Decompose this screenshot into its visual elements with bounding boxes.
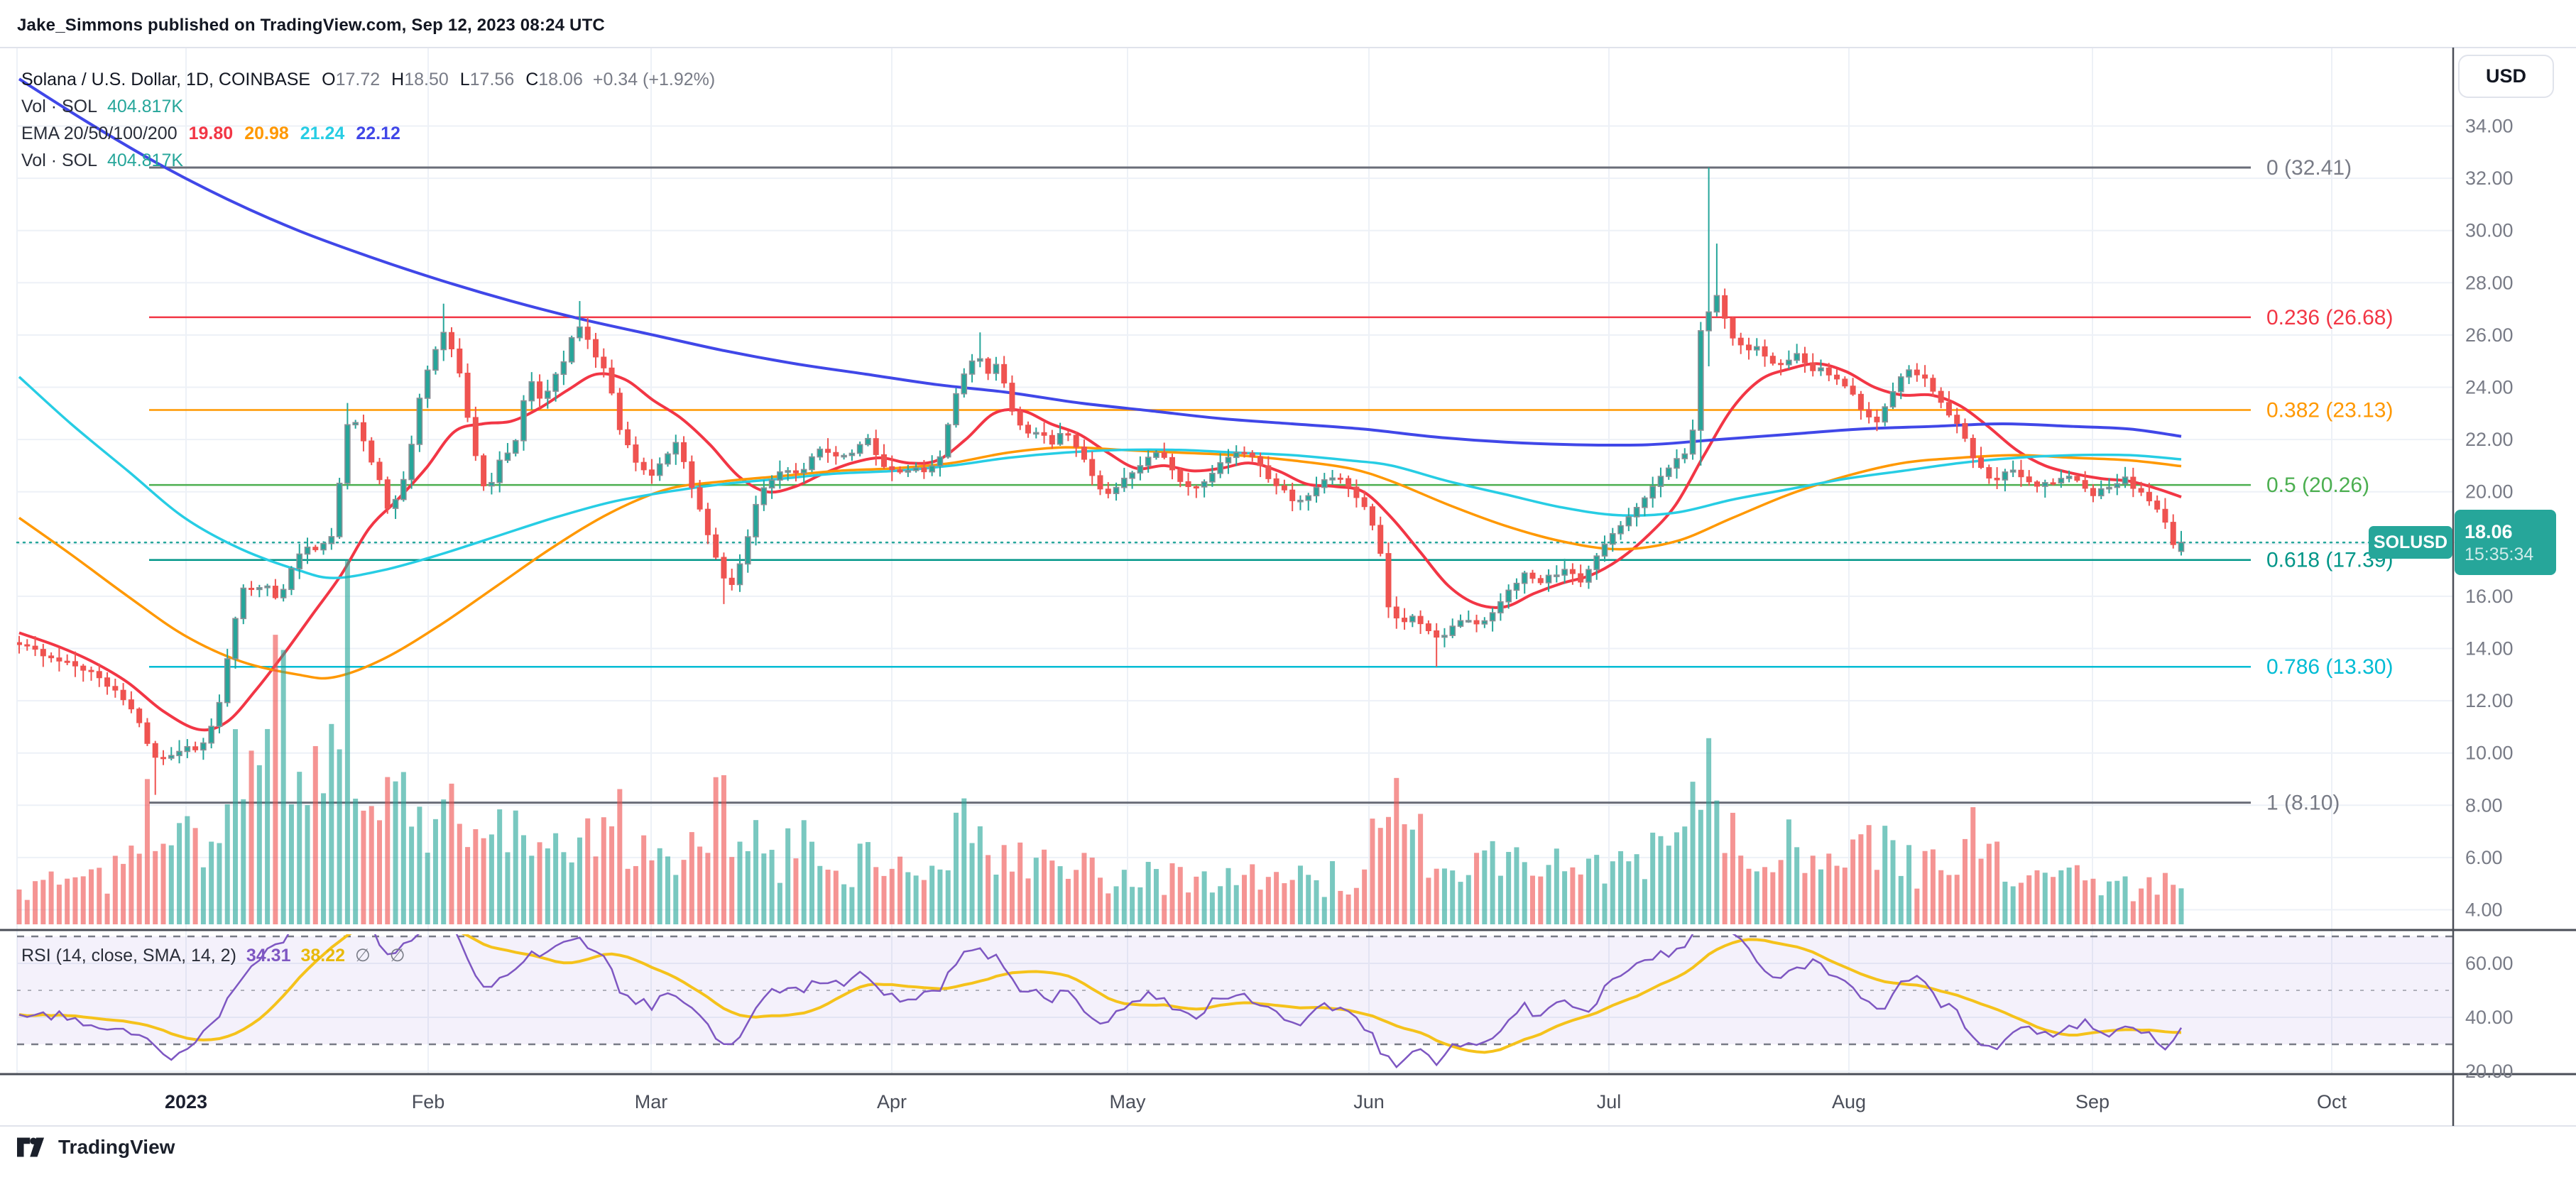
rsi-band xyxy=(17,935,2453,1046)
tradingview-logo-icon xyxy=(17,1137,45,1157)
rsi-sma-value: 38.22 xyxy=(300,945,346,966)
ema-legend-row[interactable]: EMA 20/50/100/200 19.80 20.98 21.24 22.12 xyxy=(21,122,400,145)
ema-value-100: 21.24 xyxy=(300,123,345,143)
ema-label: EMA 20/50/100/200 xyxy=(21,123,178,143)
rsi-legend-row[interactable]: RSI (14, close, SMA, 14, 2) 34.31 38.22 … xyxy=(21,944,413,967)
ema100-line xyxy=(18,376,2182,579)
fib-label: 0.382 (23.13) xyxy=(2266,399,2393,422)
month-label: Apr xyxy=(877,1091,907,1112)
rsi-tick-label: 40.00 xyxy=(2465,1007,2514,1028)
volume-legend-row[interactable]: Vol · SOL 404.817K xyxy=(21,95,183,118)
rsi-tick-label: 20.00 xyxy=(2465,1061,2514,1082)
fib-retracement-lines[interactable] xyxy=(149,166,2251,804)
price-tick-label: 32.00 xyxy=(2465,168,2514,189)
symbol-legend-row[interactable]: Solana / U.S. Dollar, 1D, COINBASE O17.7… xyxy=(21,68,715,91)
price-tick-label: 28.00 xyxy=(2465,272,2514,293)
month-label: 2023 xyxy=(165,1091,207,1112)
last-price-axis-tag: 18.06 15:35:34 xyxy=(2455,510,2556,576)
change-value: +0.34 (+1.92%) xyxy=(592,69,716,89)
symbol-price-pill: SOLUSD xyxy=(2369,526,2452,559)
price-tick-label: 34.00 xyxy=(2465,115,2514,136)
month-label: May xyxy=(1109,1091,1146,1112)
month-label: Feb xyxy=(412,1091,445,1112)
rsi-label: RSI (14, close, SMA, 14, 2) xyxy=(21,945,236,966)
fib-label: 0 (32.41) xyxy=(2266,156,2352,180)
ema-value-200: 22.12 xyxy=(356,123,400,143)
bar-countdown: 15:35:34 xyxy=(2465,545,2534,565)
price-tick-label: 14.00 xyxy=(2465,638,2514,659)
price-tick-label: 24.00 xyxy=(2465,376,2514,398)
ema200-line xyxy=(18,77,2182,447)
tradingview-logo[interactable]: TradingView xyxy=(17,1136,175,1159)
time-axis[interactable]: 2023 Feb Mar Apr May Jun Jul Aug Sep Oct xyxy=(165,1091,2347,1112)
symbol-title: Solana / U.S. Dollar, 1D, COINBASE xyxy=(21,69,311,89)
currency-toggle-button[interactable]: USD xyxy=(2458,55,2554,98)
ema-lines xyxy=(18,77,2182,732)
fib-labels: 0 (32.41) 0.236 (26.68) 0.382 (23.13) 0.5 (… xyxy=(2266,156,2393,815)
ohlc-letter: H xyxy=(391,69,405,89)
price-tick-label: 26.00 xyxy=(2465,324,2514,346)
price-tick-label: 22.00 xyxy=(2465,429,2514,450)
price-tick-label: 4.00 xyxy=(2465,899,2503,920)
pane-separators xyxy=(0,47,2576,1127)
ohlc-value: 17.72 xyxy=(335,69,381,89)
ema-values: 19.80 20.98 21.24 22.12 xyxy=(178,124,400,144)
volume2-legend-row[interactable]: Vol · SOL 404.817K xyxy=(21,149,183,172)
ohlc-letter: C xyxy=(525,69,539,89)
rsi-tick-label: 60.00 xyxy=(2465,953,2514,974)
volume-label: Vol · SOL xyxy=(21,96,97,116)
month-label: Sep xyxy=(2075,1091,2110,1112)
price-tick-label: 20.00 xyxy=(2465,481,2514,503)
fib-label: 0.236 (26.68) xyxy=(2266,306,2393,329)
ohlc-letter: L xyxy=(459,69,470,89)
last-price-value: 18.06 xyxy=(2465,521,2513,543)
volume-bars xyxy=(16,559,2184,924)
fib-label: 1 (8.10) xyxy=(2266,792,2340,815)
month-label: Oct xyxy=(2317,1091,2347,1112)
empty-set-icons: ∅ ∅ xyxy=(355,946,413,966)
ema-value-50: 20.98 xyxy=(244,123,289,143)
ohlc-value: 17.56 xyxy=(469,69,515,89)
volume-value: 404.817K xyxy=(107,96,184,116)
volume2-label: Vol · SOL xyxy=(21,150,97,170)
price-tick-label: 16.00 xyxy=(2465,586,2514,607)
rsi-sma-line xyxy=(18,934,2182,1054)
price-axis[interactable]: 34.00 32.00 30.00 28.00 26.00 24.00 22.00 20.00… xyxy=(2465,115,2514,1082)
price-tick-label: 10.00 xyxy=(2465,743,2514,764)
fib-label: 0.786 (13.30) xyxy=(2266,655,2393,679)
candlesticks xyxy=(17,168,2185,795)
ohlc-letter: O xyxy=(322,69,336,89)
rsi-line xyxy=(18,934,2183,1068)
rsi-value: 34.31 xyxy=(246,945,291,966)
price-tick-label: 6.00 xyxy=(2465,847,2503,868)
tradingview-logo-text: TradingView xyxy=(58,1136,175,1158)
fib-label: 0.5 (20.26) xyxy=(2266,474,2369,497)
price-tick-label: 8.00 xyxy=(2465,794,2503,816)
ohlc-values: O17.72 H18.50 L17.56 C18.06 xyxy=(310,70,583,90)
published-header: Jake_Simmons published on TradingView.co… xyxy=(17,16,605,35)
month-label: Mar xyxy=(635,1091,668,1112)
month-label: Aug xyxy=(1832,1091,1866,1112)
rsi-plot xyxy=(18,934,2183,1068)
ema20-line xyxy=(18,362,2182,732)
price-tick-label: 30.00 xyxy=(2465,220,2514,241)
price-tick-label: 12.00 xyxy=(2465,690,2514,711)
ema-value-20: 19.80 xyxy=(188,123,234,143)
month-label: Jul xyxy=(1597,1091,1622,1112)
ohlc-value: 18.50 xyxy=(404,69,449,89)
ohlc-value: 18.06 xyxy=(538,69,583,89)
month-label: Jun xyxy=(1353,1091,1385,1112)
volume2-value: 404.817K xyxy=(107,150,184,170)
